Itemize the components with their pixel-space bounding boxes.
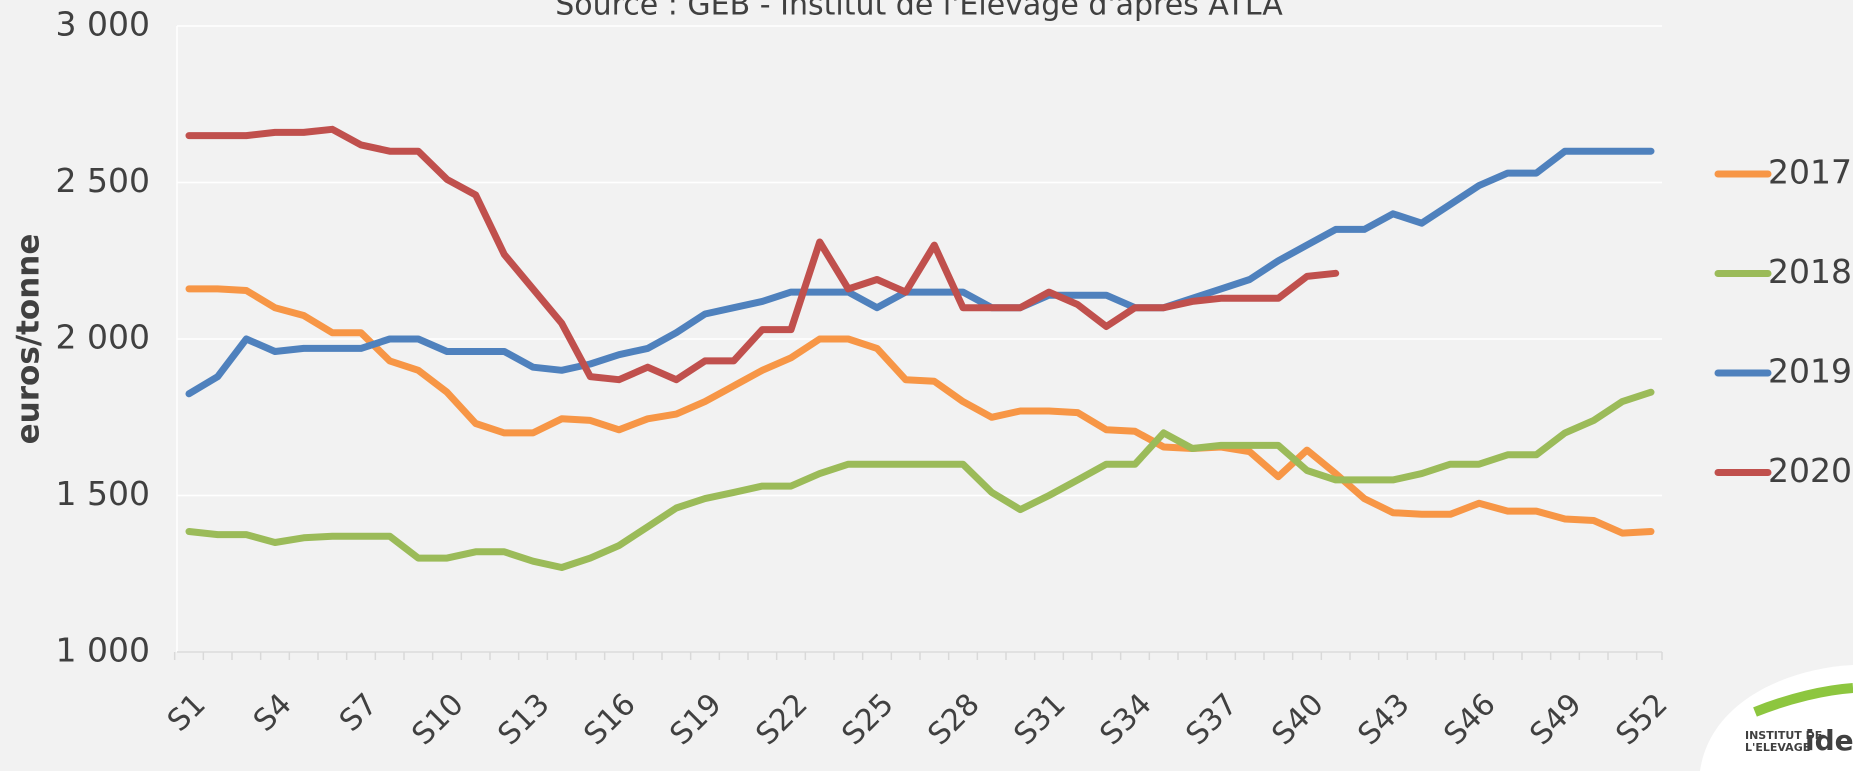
y-tick-label: 1 500 [56,474,150,513]
legend-label: 2017 [1768,153,1852,192]
data-line [185,147,1655,398]
y-tick-label: 2 000 [56,318,150,357]
logo-brand: idele [1805,724,1853,757]
logo-swoosh [1753,683,1853,717]
legend-label: 2019 [1768,352,1852,391]
data-line [185,285,1655,537]
y-tick-label: 2 500 [56,161,150,200]
logo-text: INSTITUT DE [1745,729,1822,742]
data-line [185,125,1340,384]
data-line [185,388,1655,571]
y-tick-label: 1 000 [56,631,150,670]
logo-text: L'ELEVAGE [1745,741,1810,754]
legend-label: 2020 [1768,451,1852,490]
y-tick-label: 3 000 [56,5,150,44]
legend-label: 2018 [1768,252,1852,291]
chart-title: Source : GEB - Institut de l'Elevage d'a… [555,0,1283,23]
y-axis-label: euros/tonne [11,234,47,445]
